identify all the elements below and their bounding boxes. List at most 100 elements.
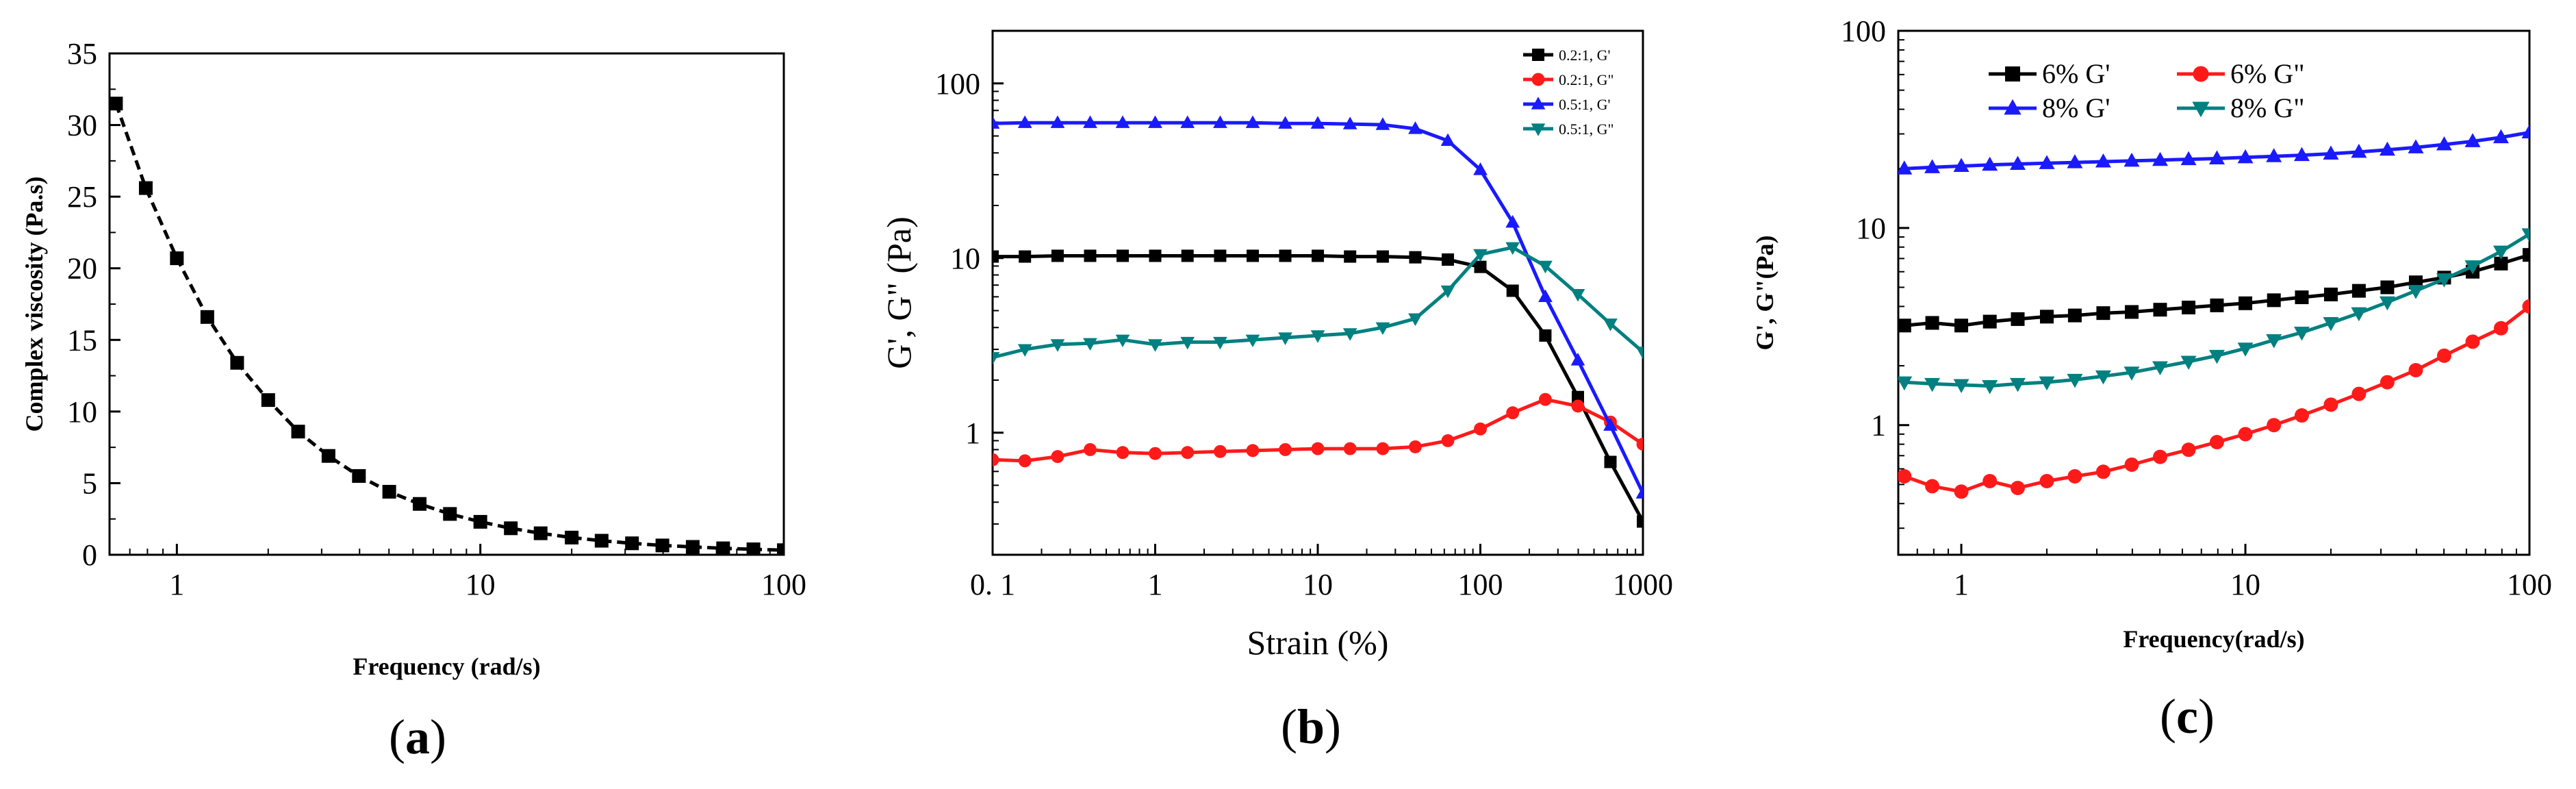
data-point — [2293, 147, 2310, 162]
data-point — [1505, 242, 1520, 255]
data-point — [2209, 435, 2224, 450]
data-point — [1376, 442, 1390, 455]
data-point — [110, 97, 123, 111]
panel-label-letter: b — [1297, 699, 1325, 754]
data-point — [2379, 296, 2395, 311]
panel-label-close-paren: ) — [1325, 699, 1341, 754]
data-point — [1083, 338, 1097, 351]
x-axis-title: Strain (%) — [1247, 623, 1389, 662]
data-point — [1474, 260, 1487, 273]
data-point — [2408, 285, 2424, 299]
data-point — [685, 540, 700, 554]
legend-marker — [1532, 49, 1544, 61]
data-point — [2464, 133, 2481, 147]
y-tick-label: 30 — [67, 109, 97, 142]
data-point — [2152, 449, 2167, 464]
data-point — [1213, 115, 1227, 128]
data-point — [2351, 386, 2367, 401]
data-point — [2408, 362, 2423, 377]
data-point — [1538, 260, 1553, 274]
data-point — [2039, 310, 2054, 324]
data-point — [1409, 251, 1422, 264]
data-point — [1474, 422, 1487, 436]
series-line — [1903, 305, 2529, 494]
data-point — [2380, 280, 2395, 295]
data-point — [1278, 116, 1292, 129]
y-tick-label: 25 — [67, 180, 97, 214]
data-point — [1442, 253, 1455, 266]
data-point — [1953, 158, 1969, 173]
data-point — [1310, 330, 1325, 343]
data-point — [1376, 250, 1389, 263]
data-point — [1603, 318, 1618, 331]
y-tick-label: 20 — [67, 252, 97, 286]
data-point — [2436, 136, 2452, 151]
data-point — [1213, 444, 1227, 458]
data-point — [1017, 344, 1032, 357]
data-point — [1213, 336, 1227, 350]
data-point — [1925, 316, 1939, 330]
data-point — [2521, 228, 2529, 242]
data-point — [2237, 149, 2254, 164]
panel-label-letter: a — [405, 710, 430, 764]
data-point — [2266, 148, 2282, 162]
data-point — [2039, 155, 2055, 169]
data-point — [1181, 446, 1195, 460]
series-line — [993, 121, 1643, 494]
data-point — [1473, 249, 1488, 262]
legend-entry: 0.2:1, G' — [1523, 47, 1611, 64]
data-point — [1538, 289, 1553, 302]
data-point — [443, 507, 457, 521]
data-point — [1051, 249, 1064, 262]
data-point — [1246, 444, 1260, 458]
data-point — [1571, 390, 1584, 403]
data-point — [1375, 117, 1390, 130]
legend-entry: 6% G' — [1989, 58, 2110, 89]
series-2 — [1898, 299, 2529, 499]
y-tick-label: 15 — [67, 323, 97, 357]
data-point — [352, 468, 366, 483]
data-point — [230, 355, 244, 370]
data-point — [2153, 303, 2167, 317]
data-point — [2067, 468, 2082, 484]
plot-frame — [108, 52, 785, 556]
data-point — [1245, 334, 1260, 348]
data-point — [2237, 342, 2254, 357]
data-point — [2096, 306, 2110, 321]
data-point — [261, 393, 275, 408]
data-point — [1636, 438, 1643, 451]
data-point — [1083, 115, 1097, 128]
data-point — [2009, 155, 2026, 171]
data-point — [1440, 133, 1455, 147]
data-point — [2208, 150, 2225, 164]
data-point — [2323, 397, 2338, 412]
data-point — [2067, 308, 2082, 323]
data-point — [1473, 162, 1488, 175]
data-point — [1570, 353, 1585, 366]
data-point — [2039, 376, 2055, 391]
x-tick-label: 1 — [1148, 568, 1163, 601]
y-axis-title: G', G"(Pa) — [1751, 236, 1778, 351]
legend-label: 0.2:1, G" — [1559, 71, 1614, 88]
data-point — [993, 116, 1000, 129]
legend-entry: 6% G" — [2177, 58, 2305, 89]
data-point — [2180, 355, 2197, 370]
y-tick-label: 10 — [1856, 212, 1886, 245]
legend-label: 6% G' — [2042, 58, 2110, 89]
data-point — [2239, 296, 2253, 310]
legend-marker — [2192, 101, 2210, 118]
panel-label-close-paren: ) — [430, 710, 446, 764]
data-point — [2293, 326, 2310, 341]
data-point — [2323, 145, 2339, 160]
data-point — [2351, 284, 2366, 298]
legend-label: 0.5:1, G' — [1559, 96, 1611, 113]
data-point — [1506, 406, 1520, 420]
data-point — [138, 181, 153, 195]
data-point — [2152, 361, 2168, 375]
data-point — [2095, 370, 2111, 385]
data-point — [655, 538, 669, 553]
legend-marker — [2193, 66, 2209, 82]
data-point — [1051, 450, 1064, 464]
series-line — [1904, 253, 2529, 327]
data-point — [413, 497, 427, 511]
